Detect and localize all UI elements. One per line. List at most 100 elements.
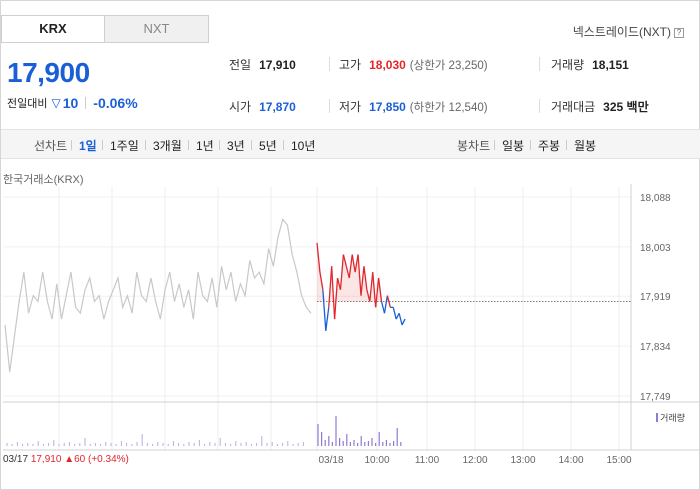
stat-sub: (하한가 12,540): [409, 101, 488, 114]
divider: [329, 57, 330, 71]
divider: [530, 140, 531, 150]
series-today-segment: [377, 277, 383, 302]
candle-weekly[interactable]: 주봉: [538, 139, 561, 153]
series-today-segment: [319, 272, 324, 290]
nextrade-link-label: 넥스트레이드(NXT): [572, 25, 671, 39]
divider: [85, 97, 87, 109]
x-tick-label: 10:00: [364, 455, 389, 466]
x-tick-label: 13:00: [510, 455, 535, 466]
prev-day-close: 17,910: [30, 454, 62, 465]
series-today-segment: [401, 318, 406, 326]
stat-value: 18,030: [369, 57, 406, 72]
divider: [219, 140, 220, 150]
stat-value: 17,850: [369, 99, 406, 114]
series-today-segment: [351, 254, 356, 273]
period-3m[interactable]: 3개월: [153, 139, 182, 153]
line-chart-title: 선차트: [34, 139, 68, 153]
intraday-chart-svg: 18,088 18,003 17,919 17,834 17,749 03/18 10:00…: [3, 184, 699, 466]
series-today-segment: [363, 266, 368, 290]
candle-chart-title: 봉차트: [457, 139, 491, 153]
series-today-up-area: [317, 242, 405, 302]
x-tick-label: 11:00: [415, 455, 440, 466]
period-10y[interactable]: 10년: [291, 139, 316, 153]
series-prev-day-line: [4, 218, 312, 373]
series-today-segment: [316, 242, 321, 273]
series-today-segment: [369, 272, 374, 302]
y-tick-label: 17,919: [640, 292, 671, 303]
x-tick-label: 14:00: [558, 455, 583, 466]
x-tick-label: 03/18: [318, 455, 343, 466]
stat-value: 325 백만: [603, 100, 649, 114]
series-today-segment: [380, 301, 386, 314]
intraday-chart[interactable]: 18,088 18,003 17,919 17,834 17,749 03/18 10:00…: [1, 184, 700, 484]
series-today-segment: [366, 289, 371, 302]
series-today-segment: [354, 254, 359, 273]
y-tick-label: 17,749: [640, 392, 671, 403]
stat-label: 시가: [229, 100, 252, 114]
current-price: 17,900: [7, 57, 90, 88]
series-today-segment: [331, 266, 336, 320]
price-change: 전일대비 ▽ 10 -0.06%: [7, 95, 138, 111]
divider: [188, 140, 189, 150]
change-label: 전일대비: [7, 98, 48, 110]
prev-day-date: 03/17: [3, 454, 29, 465]
y-tick-label: 18,003: [640, 243, 671, 254]
stat-label: 거래량: [551, 58, 585, 72]
series-today-segment: [333, 277, 339, 320]
market-tabs: KRX NXT: [1, 15, 209, 43]
divider: [283, 140, 284, 150]
prev-day-summary: 03/17 17,910 ▲60 (+0.34%): [3, 454, 129, 465]
stat-value: 17,870: [259, 99, 296, 114]
exchange-label: 한국거래소(KRX): [3, 174, 84, 186]
stat-amount: 거래대금 325 백만: [551, 98, 649, 115]
chart-period-bar: 선차트 1일 1주일 3개월 1년 3년 5년 10년 봉차트 일봉 주봉 월봉: [1, 129, 700, 159]
up-arrow-icon: ▲: [64, 454, 75, 465]
candle-daily[interactable]: 일봉: [502, 139, 525, 153]
prev-day-rate: (+0.34%): [88, 454, 129, 465]
stat-open: 시가 17,870: [229, 98, 296, 115]
x-tick-label: 12:00: [462, 455, 487, 466]
y-tick-label: 18,088: [640, 193, 671, 204]
stat-label: 저가: [339, 100, 362, 114]
nextrade-link[interactable]: 넥스트레이드(NXT)?: [573, 23, 684, 40]
series-today-segment: [392, 307, 397, 320]
series-today-segment: [348, 254, 353, 279]
series-today-segment: [328, 266, 333, 308]
candle-monthly[interactable]: 월봉: [574, 139, 597, 153]
period-1y[interactable]: 1년: [196, 139, 214, 153]
series-today-segment: [339, 254, 345, 290]
divider: [71, 140, 72, 150]
divider: [329, 99, 330, 113]
series-today-segment: [386, 295, 391, 308]
series-today-segment: [357, 254, 362, 296]
volume-legend-label: 거래량: [660, 413, 685, 423]
y-tick-label: 17,834: [640, 342, 671, 353]
stat-value: 18,151: [592, 57, 629, 72]
divider: [566, 140, 567, 150]
period-5y[interactable]: 5년: [259, 139, 277, 153]
divider: [539, 99, 540, 113]
series-today-segment: [342, 254, 347, 267]
period-1w[interactable]: 1주일: [110, 139, 139, 153]
stat-label: 전일: [229, 58, 252, 72]
stat-label: 고가: [339, 58, 362, 72]
series-today-segment: [322, 289, 327, 331]
tab-nxt[interactable]: NXT: [105, 15, 209, 43]
divider: [494, 140, 495, 150]
stat-high: 고가 18,030 (상한가 23,250): [339, 56, 488, 73]
stat-volume: 거래량 18,151: [551, 56, 629, 73]
volume-legend: 거래량: [656, 411, 685, 424]
stat-sub: (상한가 23,250): [409, 59, 488, 72]
period-1d[interactable]: 1일: [79, 139, 97, 153]
period-3y[interactable]: 3년: [227, 139, 245, 153]
change-rate: -0.06%: [93, 95, 138, 111]
divider: [145, 140, 146, 150]
help-icon[interactable]: ?: [674, 28, 684, 38]
series-today-segment: [372, 272, 377, 308]
volume-legend-swatch: [656, 413, 659, 422]
tab-krx[interactable]: KRX: [1, 15, 105, 43]
divider: [251, 140, 252, 150]
series-today-segment: [398, 313, 403, 326]
prev-day-change: 60: [74, 454, 86, 465]
